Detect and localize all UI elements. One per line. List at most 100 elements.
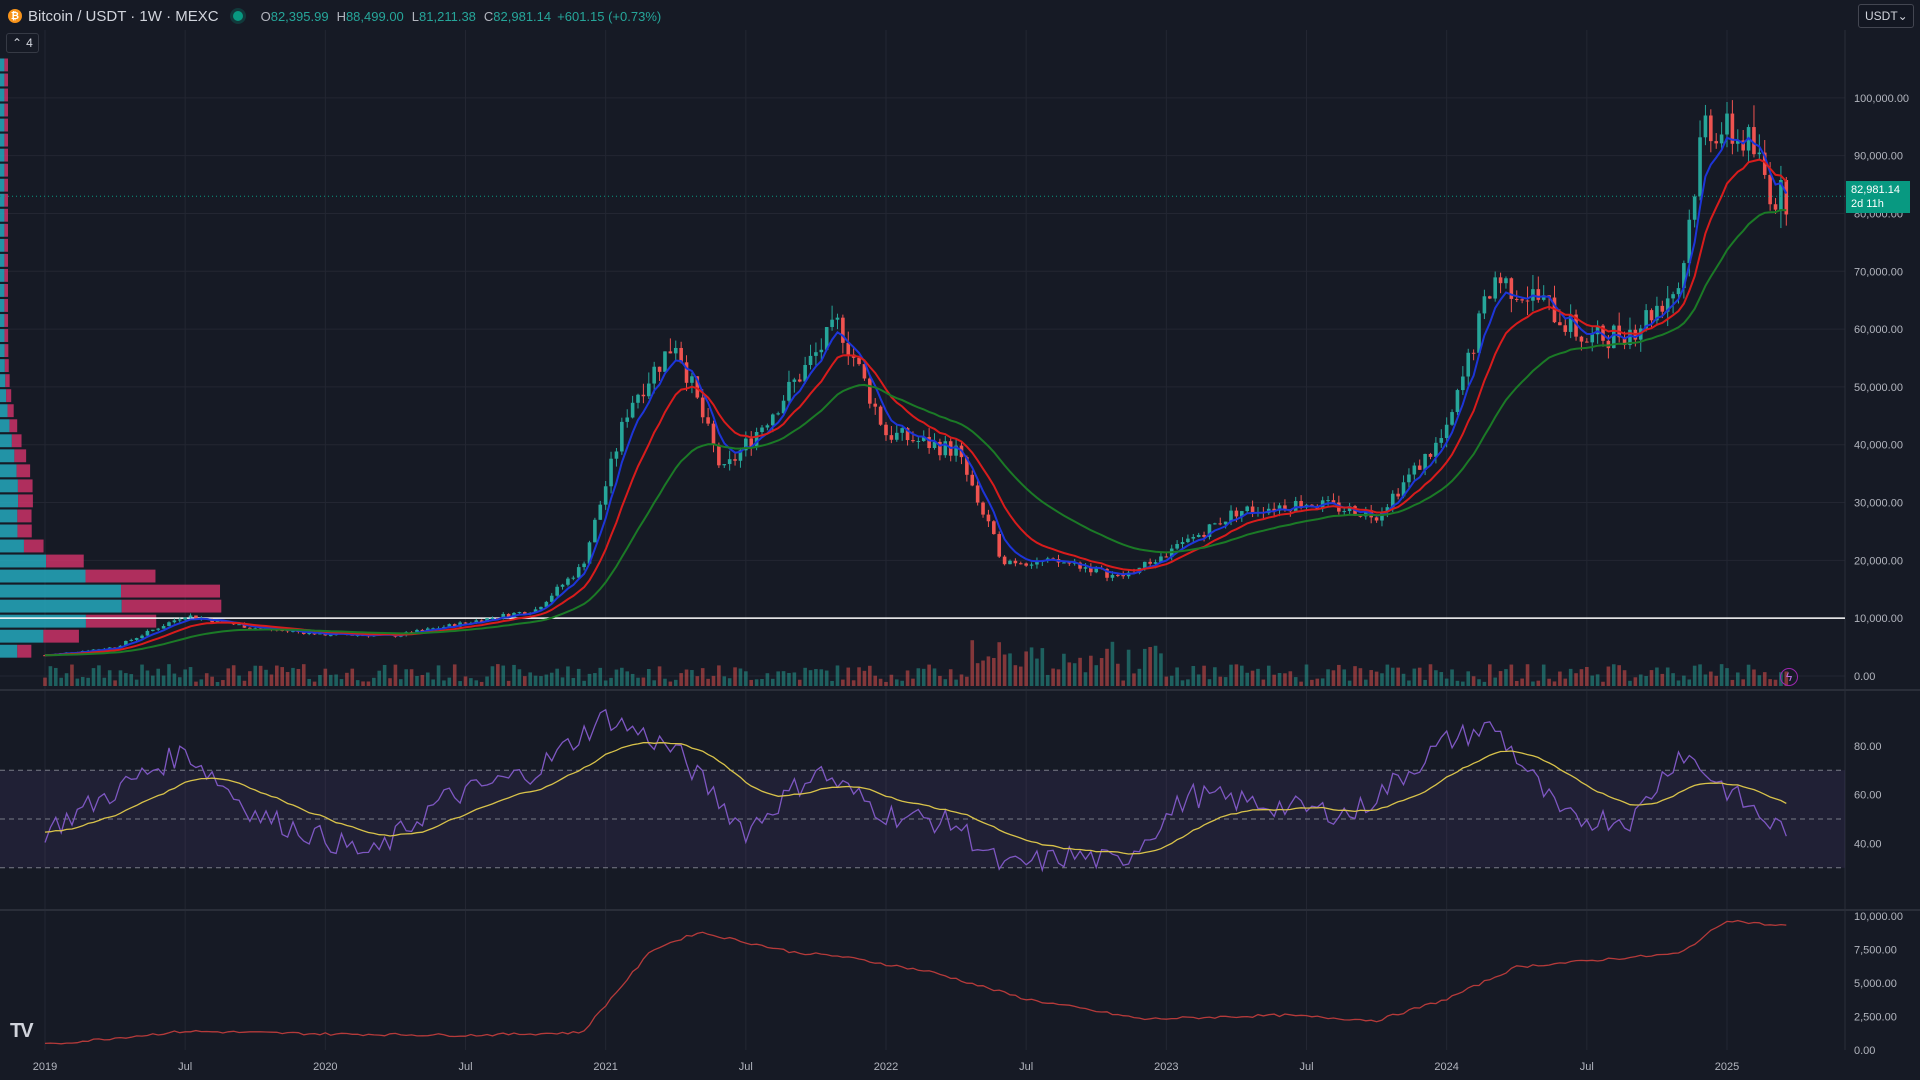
volume-bar — [1757, 675, 1762, 686]
chevron-down-icon: ⌄ — [1897, 9, 1908, 23]
volume-bar — [1644, 676, 1648, 686]
volume-bar — [253, 665, 258, 686]
volume-bar — [1638, 674, 1643, 686]
candle-body — [1477, 313, 1481, 353]
candle-body — [857, 357, 861, 365]
candle-body — [862, 364, 867, 379]
volume-bar — [501, 665, 506, 686]
volume-bar — [517, 669, 522, 686]
volume-bar — [151, 675, 155, 686]
candle-body — [1541, 295, 1546, 300]
volume-bar — [318, 674, 322, 686]
volume-profile-bar — [0, 434, 12, 448]
volume-bar — [549, 672, 554, 686]
candle-body — [1504, 278, 1508, 284]
candle-body — [1299, 501, 1303, 508]
lightning-icon[interactable]: ϟ — [1780, 668, 1798, 686]
volume-bar — [555, 668, 559, 686]
volume-bar — [307, 678, 311, 686]
ema-fast-line — [44, 136, 1788, 657]
candle-body — [1245, 506, 1249, 512]
market-status-icon[interactable] — [232, 11, 243, 21]
tradingview-logo-icon: TV — [10, 1020, 34, 1042]
candle-body — [560, 584, 565, 587]
candle-body — [684, 362, 689, 383]
candle-body — [1563, 325, 1568, 332]
candle-body — [1331, 500, 1336, 503]
candle-body — [1558, 322, 1562, 326]
volume-bar — [1725, 668, 1729, 686]
candle-body — [1218, 523, 1223, 525]
volume-bar — [399, 679, 403, 686]
volume-bar — [1407, 680, 1411, 686]
volume-bar — [1568, 668, 1573, 686]
candle-body — [1250, 506, 1255, 513]
volume-bar — [1331, 670, 1336, 686]
candle-body — [1213, 523, 1217, 525]
symbol-title[interactable]: Bitcoin / USDT · 1W · MEXC — [28, 7, 219, 25]
volume-bar — [1574, 673, 1578, 686]
volume-bar — [690, 670, 694, 686]
volume-bar — [102, 677, 107, 686]
candle-body — [517, 612, 522, 614]
volume-bar — [1072, 663, 1077, 686]
candle-body — [194, 615, 198, 619]
candle-body — [587, 542, 592, 564]
high-label: H — [336, 8, 346, 24]
candle-body — [770, 414, 775, 426]
volume-bar — [1062, 653, 1066, 686]
candle-body — [992, 521, 996, 535]
candle-body — [1649, 310, 1654, 321]
candle-body — [1164, 556, 1169, 558]
volume-profile-bar — [0, 449, 15, 463]
volume-bar — [485, 676, 489, 686]
candle-body — [878, 406, 883, 425]
volume-bar — [1116, 663, 1120, 686]
volume-bar — [75, 678, 80, 686]
volume-bar — [48, 666, 53, 686]
volume-bar — [1471, 676, 1476, 686]
candle-body — [749, 438, 754, 447]
volume-bar — [366, 681, 371, 686]
volume-bar — [1229, 664, 1233, 686]
time-axis-label: Jul — [1019, 1061, 1033, 1073]
volume-bar — [1078, 657, 1082, 686]
candle-body — [1342, 511, 1347, 513]
candle-body — [1116, 574, 1120, 576]
volume-bar — [630, 673, 635, 686]
volume-bar — [1029, 647, 1034, 686]
candle-body — [1725, 113, 1729, 135]
candle-body — [1223, 521, 1228, 525]
volume-bar — [328, 674, 333, 686]
candle-body — [1105, 568, 1109, 578]
candle-body — [1385, 507, 1390, 513]
volume-bar — [587, 673, 592, 686]
candle-body — [1434, 442, 1438, 457]
volume-bar — [614, 669, 619, 686]
volume-bar — [1752, 669, 1756, 686]
currency-select[interactable]: USDT ⌄ — [1858, 4, 1914, 28]
volume-bar — [425, 672, 430, 686]
volume-profile-bar — [0, 404, 8, 418]
price-axis-label: 40,000.00 — [1854, 440, 1903, 452]
volume-bar — [80, 676, 85, 686]
volume-bar — [684, 669, 689, 686]
volume-bar — [625, 671, 630, 686]
volume-bar — [1018, 666, 1023, 686]
volume-bar — [177, 677, 182, 686]
volume-bar — [641, 677, 646, 686]
candle-body — [603, 486, 608, 505]
volume-profile-bar — [0, 464, 17, 478]
indicators-collapse-button[interactable]: ⌃ 4 — [6, 33, 39, 53]
bitcoin-logo-icon: ₿ — [8, 9, 22, 23]
candle-body — [717, 444, 721, 466]
volume-profile-bar — [0, 419, 10, 433]
candle-body — [1482, 296, 1487, 314]
candle-body — [1110, 574, 1115, 578]
volume-bar — [533, 675, 538, 686]
candle-body — [1471, 352, 1476, 354]
volume-bar — [986, 656, 991, 686]
candle-body — [1089, 567, 1093, 573]
volume-bar — [291, 667, 295, 686]
